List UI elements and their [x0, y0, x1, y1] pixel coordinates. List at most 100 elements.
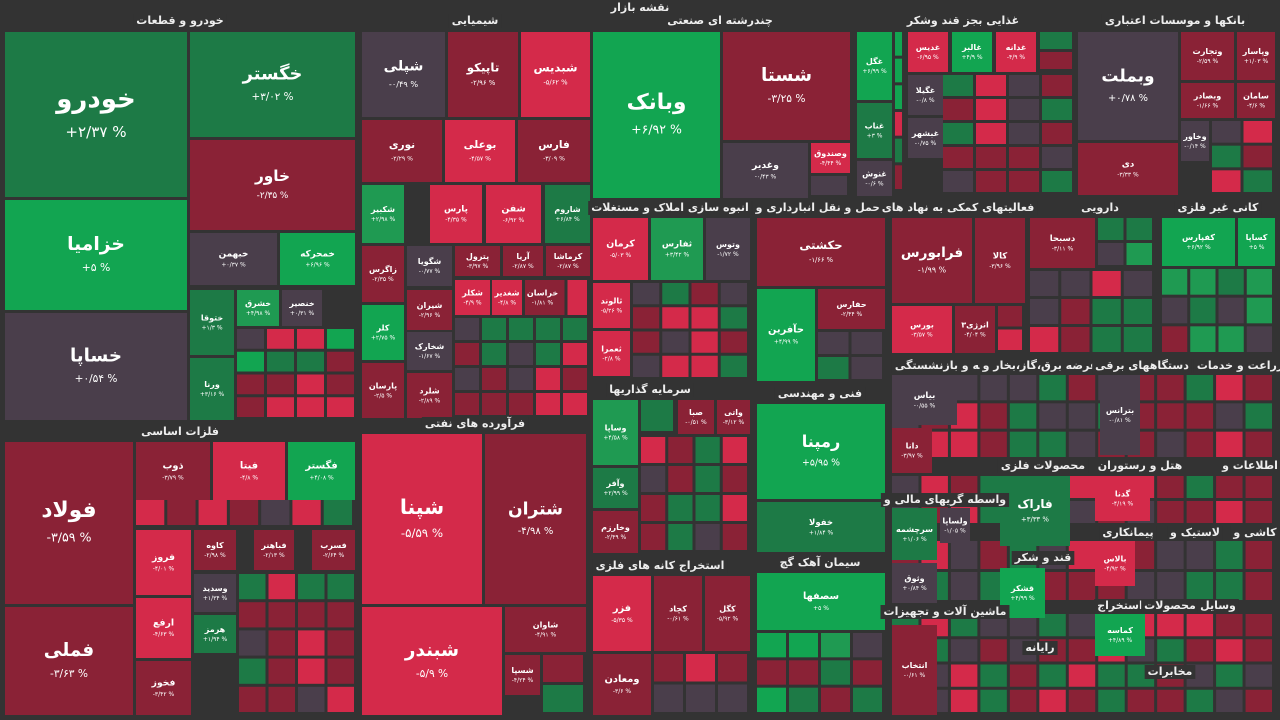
filler-tile	[980, 664, 1007, 687]
filler-tile	[239, 686, 266, 712]
filler-tile	[1092, 327, 1121, 352]
stock-change: +۴/۰۸ %	[309, 474, 334, 481]
stock-change: +۱/۰۳ %	[1244, 58, 1269, 65]
stock-name: شکلر	[461, 289, 483, 298]
stock-change: -۴/۳۵ %	[445, 217, 467, 224]
tiles: خودرو +۲/۳۷ % خگستر +۳/۰۲ % خاور -۲/۳۵ % خزامی…	[5, 32, 1275, 715]
filler-tile	[1157, 639, 1184, 662]
stock-name: شغدیر	[494, 289, 520, 298]
filler-tile	[267, 374, 294, 395]
stock-change: -۴/۴۴ %	[820, 160, 842, 167]
filler-tile	[327, 397, 354, 417]
filler-tile	[1216, 501, 1243, 523]
filler-tile	[1042, 99, 1072, 120]
header-bg	[1078, 201, 1122, 215]
stock-tile	[723, 143, 808, 198]
filler-tile	[567, 280, 587, 315]
sector-title: خودرو و قطعات	[136, 14, 223, 27]
stock-name: دی	[1122, 160, 1135, 170]
stock-change: +۴/۸۹ %	[1108, 637, 1133, 644]
stock-tile	[908, 75, 943, 115]
stock-name: بترانس	[1106, 406, 1134, 416]
filler-tile	[720, 283, 747, 305]
stock-tile	[362, 305, 404, 360]
filler-tile	[722, 495, 747, 521]
stock-change: -۰/۴۹ %	[389, 79, 418, 89]
filler-tile	[268, 602, 295, 628]
filler-tile	[1039, 614, 1066, 637]
stock-tile	[5, 200, 187, 310]
stock-change: -۴/۸ %	[498, 300, 517, 307]
stock-name: وخاور	[1182, 132, 1206, 141]
stock-tile	[190, 358, 234, 420]
filler-tile	[1009, 431, 1037, 457]
stock-change: -۳/۲۵ %	[767, 92, 805, 105]
stock-name: تاپیکو	[466, 60, 500, 75]
stock-tile	[706, 218, 750, 280]
filler-tile	[1068, 614, 1096, 637]
filler-tile	[536, 318, 560, 340]
filler-tile	[239, 602, 266, 628]
filler-tile	[691, 307, 718, 329]
stock-name: فخوز	[151, 677, 176, 688]
sector-title: ماشین آلات و تجهیزات	[884, 604, 1007, 618]
filler-tile	[509, 368, 533, 390]
stock-change: -۵/۳۵ %	[611, 617, 633, 624]
filler-tile	[662, 355, 689, 377]
stock-tile	[486, 185, 541, 243]
stock-name: شسپا	[511, 666, 533, 675]
stock-change: -۳/۷۹ %	[162, 474, 184, 481]
stock-name: فولاد	[41, 498, 96, 523]
stock-tile	[757, 218, 885, 286]
filler-tile	[327, 374, 354, 395]
stock-change: -۴/۹۸ %	[518, 526, 554, 537]
filler-tile	[298, 686, 325, 712]
stock-change: -۰/۸۱ %	[1109, 417, 1131, 424]
stock-name: غبشهر	[911, 129, 939, 138]
filler-tile	[654, 684, 683, 712]
sector-title: کانی غیر فلزی	[1178, 201, 1260, 214]
stock-change: -۴/۵۷ %	[469, 155, 491, 162]
header-bg	[1099, 526, 1157, 540]
filler-tile	[1186, 501, 1214, 523]
filler-tile	[641, 495, 666, 521]
stock-name: شکبیر	[370, 205, 395, 214]
stock-name: شخارک	[415, 342, 445, 351]
filler-tile	[1245, 689, 1272, 712]
filler-tile	[1157, 431, 1184, 457]
stock-change: -۱/۹۹ %	[918, 266, 947, 275]
filler-tile	[1092, 271, 1121, 296]
filler-tile	[662, 307, 689, 329]
header-bg	[133, 14, 227, 28]
filler-tile	[1061, 271, 1090, 296]
stock-name: خساپا	[70, 345, 122, 366]
stock-tile	[1095, 614, 1145, 656]
filler-tile	[1190, 326, 1216, 352]
stock-name: گدنا	[1115, 489, 1131, 499]
stock-name: فگستر	[304, 460, 337, 472]
filler-tile	[720, 307, 747, 329]
stock-change: +۲/۹۹ %	[603, 490, 628, 497]
stock-name: غگل	[866, 56, 883, 66]
header-bg	[752, 201, 884, 215]
header-bg	[1141, 599, 1199, 613]
stock-name: فارس	[538, 139, 570, 151]
stock-tile	[362, 185, 404, 243]
filler-tile	[563, 318, 587, 340]
filler-tile	[1186, 403, 1214, 429]
filler-tile	[1186, 431, 1214, 457]
stock-name: پترول	[466, 252, 489, 261]
filler-tile	[536, 368, 560, 390]
stock-tile	[892, 625, 937, 715]
filler-tile	[1216, 689, 1243, 712]
stock-change: -۲/۳۵ %	[372, 276, 394, 283]
stock-tile	[908, 118, 943, 158]
stock-tile	[136, 661, 191, 715]
stock-change: -۱/۷۲ %	[717, 251, 739, 258]
stock-tile	[407, 332, 452, 370]
filler-tile	[695, 466, 720, 492]
filler-tile	[641, 466, 666, 492]
stock-change: -۲/۴۴ %	[841, 311, 863, 318]
sector-title: سیمان آهک گچ	[780, 555, 861, 569]
